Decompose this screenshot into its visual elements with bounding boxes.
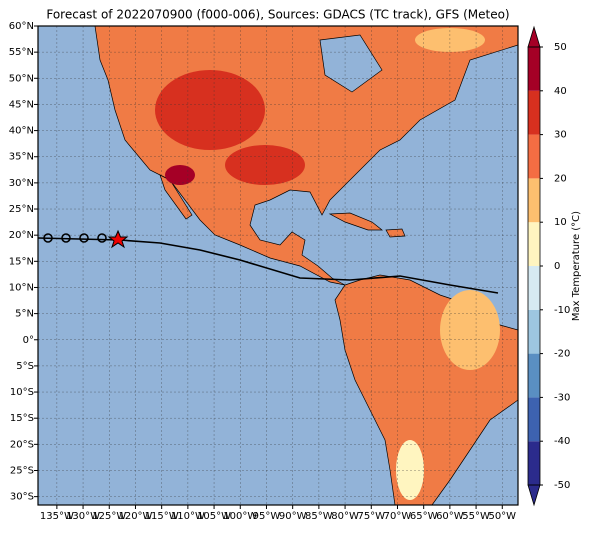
storm-track (38, 237, 499, 294)
colorbar-tick-label: 20 (554, 173, 567, 184)
colorbar: -50 -40 -30 -20 -10 0 10 20 30 40 50 (527, 25, 570, 507)
y-tick-label: 20°S (10, 439, 34, 450)
cool-region (396, 440, 424, 500)
x-tick-label: 60°W (436, 511, 464, 522)
y-tick-label: 20°N (9, 230, 34, 241)
x-tick-label: 75°W (357, 511, 385, 522)
colorbar-tick-label: 0 (554, 261, 560, 272)
x-tick-label: 70°W (384, 511, 412, 522)
colorbar-tick-label: -30 (554, 392, 570, 403)
x-tick-label: 85°W (305, 511, 333, 522)
x-tick-label: 130°W (66, 511, 100, 522)
colorbar-segment (528, 90, 540, 135)
map-frame (37, 25, 519, 506)
x-tick-label: 80°W (331, 511, 359, 522)
colorbar-segment (528, 353, 540, 398)
x-tick-label: 105°W (197, 511, 231, 522)
chart-title: Forecast of 2022070900 (f000-006), Sourc… (46, 8, 509, 22)
x-tick-label: 50°W (488, 511, 516, 522)
y-tick-label: 55°N (9, 47, 34, 58)
x-tick-label: 65°W (410, 511, 438, 522)
y-tick-label: 15°N (9, 256, 34, 267)
x-tick-label: 115°W (145, 511, 179, 522)
y-tick-label: 10°S (10, 387, 34, 398)
y-tick-label: 30°S (10, 492, 34, 503)
colorbar-segment (528, 397, 540, 442)
colorbar-segment (528, 134, 540, 179)
y-tick-label: 15°S (10, 413, 34, 424)
y-tick-label: 50°N (9, 73, 34, 84)
x-tick-label: 135°W (40, 511, 74, 522)
colorbar-segment (528, 441, 540, 485)
x-tick-label: 90°W (279, 511, 307, 522)
colorbar-segment (528, 309, 540, 354)
grid (38, 26, 518, 505)
colorbar-extend-max (527, 25, 541, 48)
x-tick-label: 100°W (223, 511, 257, 522)
hudson-bay (319, 34, 383, 93)
colorbar-tick-label: 10 (554, 217, 567, 228)
colorbar-tick-label: 50 (554, 42, 567, 53)
y-tick-label: 25°N (9, 204, 34, 215)
hot-region (225, 145, 305, 185)
colorbar-tick-label: -20 (554, 349, 570, 360)
y-tick-label: 60°N (9, 21, 34, 32)
x-tick-label: 110°W (171, 511, 205, 522)
x-tick-label: 120°W (118, 511, 152, 522)
y-tick-label: 45°N (9, 99, 34, 110)
y-tick-label: 0° (23, 335, 34, 346)
storm-symbols (43, 233, 107, 243)
y-tick-label: 40°N (9, 126, 34, 137)
colorbar-segment (528, 47, 540, 91)
x-tick-label: 55°W (462, 511, 490, 522)
colorbar-segment (528, 222, 540, 266)
y-tick-label: 5°N (15, 309, 34, 320)
colorbar-tick-label: -10 (554, 305, 570, 316)
y-tick-label: 30°N (9, 178, 34, 189)
cool-region (440, 290, 500, 370)
y-tick-label: 5°S (16, 361, 34, 372)
x-tick-label: 125°W (92, 511, 126, 522)
map (38, 26, 518, 505)
y-tick-label: 35°N (9, 152, 34, 163)
colorbar-tick-label: -50 (554, 480, 570, 491)
y-tick-label: 25°S (10, 465, 34, 476)
colorbar-label: Max Temperature (°C) (571, 211, 582, 321)
colorbar-tick-label: 30 (554, 130, 567, 141)
colorbar-tick-label: 40 (554, 86, 567, 97)
storm-position (107, 229, 129, 249)
hot-region (165, 165, 195, 185)
colorbar-segment (528, 266, 540, 310)
hot-region (155, 70, 265, 150)
y-tick-label: 10°N (9, 282, 34, 293)
colorbar-tick-label: -40 (554, 436, 570, 447)
colorbar-extend-min (527, 484, 541, 507)
colorbar-segment (528, 178, 540, 223)
x-tick-label: 95°W (253, 511, 281, 522)
